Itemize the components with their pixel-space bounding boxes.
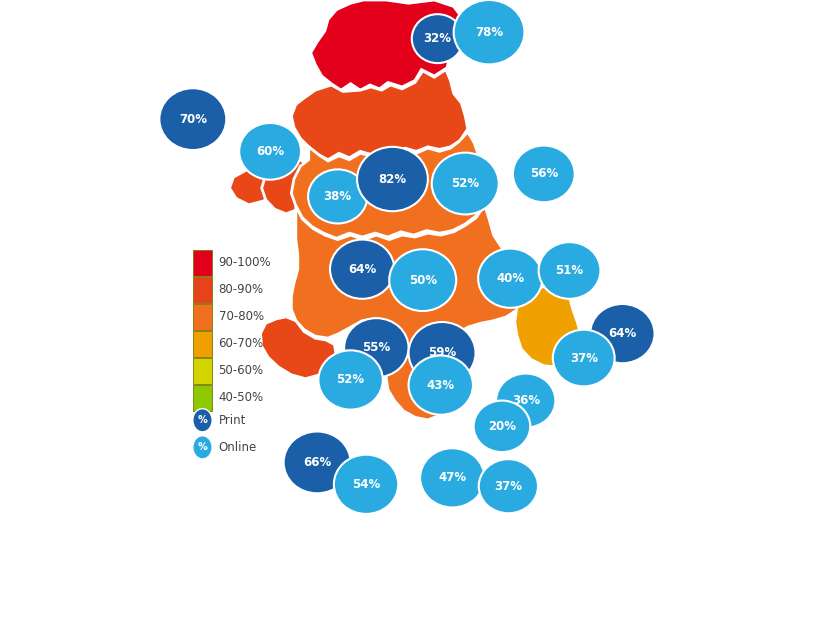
Text: 54%: 54%	[352, 478, 380, 491]
Ellipse shape	[239, 123, 301, 180]
Text: 64%: 64%	[608, 327, 637, 340]
Ellipse shape	[408, 355, 473, 415]
Text: 60-70%: 60-70%	[218, 337, 264, 350]
Ellipse shape	[479, 459, 538, 513]
Ellipse shape	[344, 318, 408, 377]
Ellipse shape	[334, 455, 398, 514]
Ellipse shape	[412, 14, 463, 63]
Text: 60%: 60%	[256, 145, 284, 158]
FancyBboxPatch shape	[193, 250, 212, 276]
Text: 40-50%: 40-50%	[218, 392, 264, 404]
Ellipse shape	[478, 249, 543, 308]
Text: Online: Online	[218, 441, 256, 454]
Polygon shape	[230, 169, 276, 205]
Ellipse shape	[319, 350, 383, 410]
Text: 55%: 55%	[362, 341, 390, 354]
Text: 43%: 43%	[427, 379, 455, 392]
Text: 90-100%: 90-100%	[218, 256, 271, 269]
Ellipse shape	[308, 169, 368, 223]
Polygon shape	[291, 70, 468, 160]
Text: 37%: 37%	[495, 480, 522, 493]
Text: 56%: 56%	[530, 167, 558, 180]
Text: 64%: 64%	[348, 263, 376, 276]
Text: 40%: 40%	[496, 272, 525, 285]
Text: 70-80%: 70-80%	[218, 310, 264, 323]
Polygon shape	[291, 205, 532, 420]
Ellipse shape	[420, 448, 485, 507]
Text: 70%: 70%	[178, 113, 207, 126]
Text: 36%: 36%	[512, 394, 540, 407]
Ellipse shape	[496, 374, 555, 428]
Ellipse shape	[590, 304, 655, 363]
Text: 80-90%: 80-90%	[218, 283, 264, 296]
Polygon shape	[515, 285, 581, 367]
Text: %: %	[198, 442, 208, 452]
Text: 82%: 82%	[378, 173, 407, 185]
Ellipse shape	[389, 249, 457, 311]
FancyBboxPatch shape	[193, 277, 212, 303]
Text: 52%: 52%	[336, 374, 364, 386]
FancyBboxPatch shape	[193, 304, 212, 330]
Text: Print: Print	[218, 414, 246, 427]
Text: 38%: 38%	[324, 190, 352, 203]
Text: 50-60%: 50-60%	[218, 365, 264, 377]
Ellipse shape	[408, 322, 476, 384]
Text: 66%: 66%	[303, 456, 331, 469]
Ellipse shape	[357, 147, 428, 211]
Text: 78%: 78%	[475, 26, 503, 39]
Text: 20%: 20%	[488, 420, 516, 433]
Ellipse shape	[474, 401, 530, 452]
Polygon shape	[500, 394, 525, 417]
Ellipse shape	[193, 436, 212, 459]
Text: 50%: 50%	[408, 274, 437, 287]
Polygon shape	[261, 317, 336, 379]
Ellipse shape	[284, 431, 350, 493]
Ellipse shape	[539, 242, 600, 299]
Text: 47%: 47%	[438, 471, 466, 484]
FancyBboxPatch shape	[193, 358, 212, 384]
Ellipse shape	[454, 0, 525, 64]
Text: 52%: 52%	[452, 177, 479, 190]
Ellipse shape	[513, 146, 574, 202]
Ellipse shape	[553, 330, 615, 386]
Ellipse shape	[432, 153, 499, 214]
Ellipse shape	[193, 409, 212, 432]
Text: %: %	[198, 415, 208, 425]
Polygon shape	[291, 132, 486, 238]
Text: 32%: 32%	[423, 32, 452, 45]
Polygon shape	[261, 160, 313, 214]
Polygon shape	[310, 0, 463, 90]
Ellipse shape	[159, 88, 227, 150]
Text: 59%: 59%	[428, 346, 457, 359]
Ellipse shape	[330, 240, 394, 299]
Text: 37%: 37%	[569, 352, 598, 365]
Text: 51%: 51%	[555, 264, 583, 277]
FancyBboxPatch shape	[193, 385, 212, 411]
FancyBboxPatch shape	[193, 331, 212, 357]
